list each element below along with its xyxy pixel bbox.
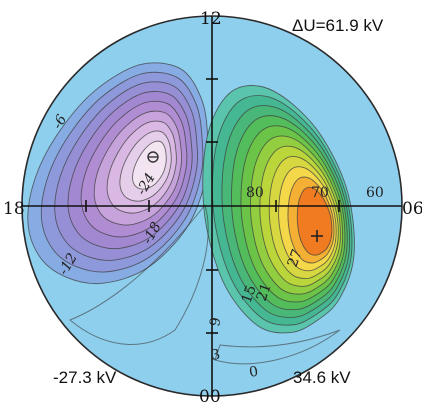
contour-label-0: 0	[248, 364, 260, 381]
contour-label-21: 21	[254, 281, 275, 303]
mlt-label-18: 18	[3, 199, 25, 219]
contour-label-3: 3	[210, 347, 222, 364]
max-potential-marker	[311, 230, 323, 242]
contour-label-27: 27	[285, 247, 306, 269]
colatitude-label-70: 70	[311, 185, 329, 201]
axis-ticks	[85, 78, 340, 334]
min-potential-marker	[147, 151, 159, 163]
negative-contour-band	[132, 140, 167, 190]
colatitude-label-80: 80	[246, 185, 264, 201]
mlt-label-00: 00	[199, 387, 221, 405]
potential-drop-title: ΔU=61.9 kV	[292, 16, 384, 35]
negative-convection-cell	[27, 62, 209, 285]
positive-convection-cell	[202, 85, 355, 334]
max-potential-label: 34.6 kV	[293, 368, 351, 387]
min-potential-label: -27.3 kV	[53, 368, 117, 387]
mlt-label-12: 12	[200, 9, 222, 29]
contour-label-9: 9	[207, 316, 224, 328]
mlt-label-06: 06	[402, 199, 422, 219]
outer-contour-sw	[69, 203, 209, 345]
colatitude-label-60: 60	[366, 185, 384, 201]
contour-label-15: 15	[239, 283, 260, 305]
positive-contour-band	[296, 186, 333, 256]
outer-contour-s	[214, 329, 341, 365]
